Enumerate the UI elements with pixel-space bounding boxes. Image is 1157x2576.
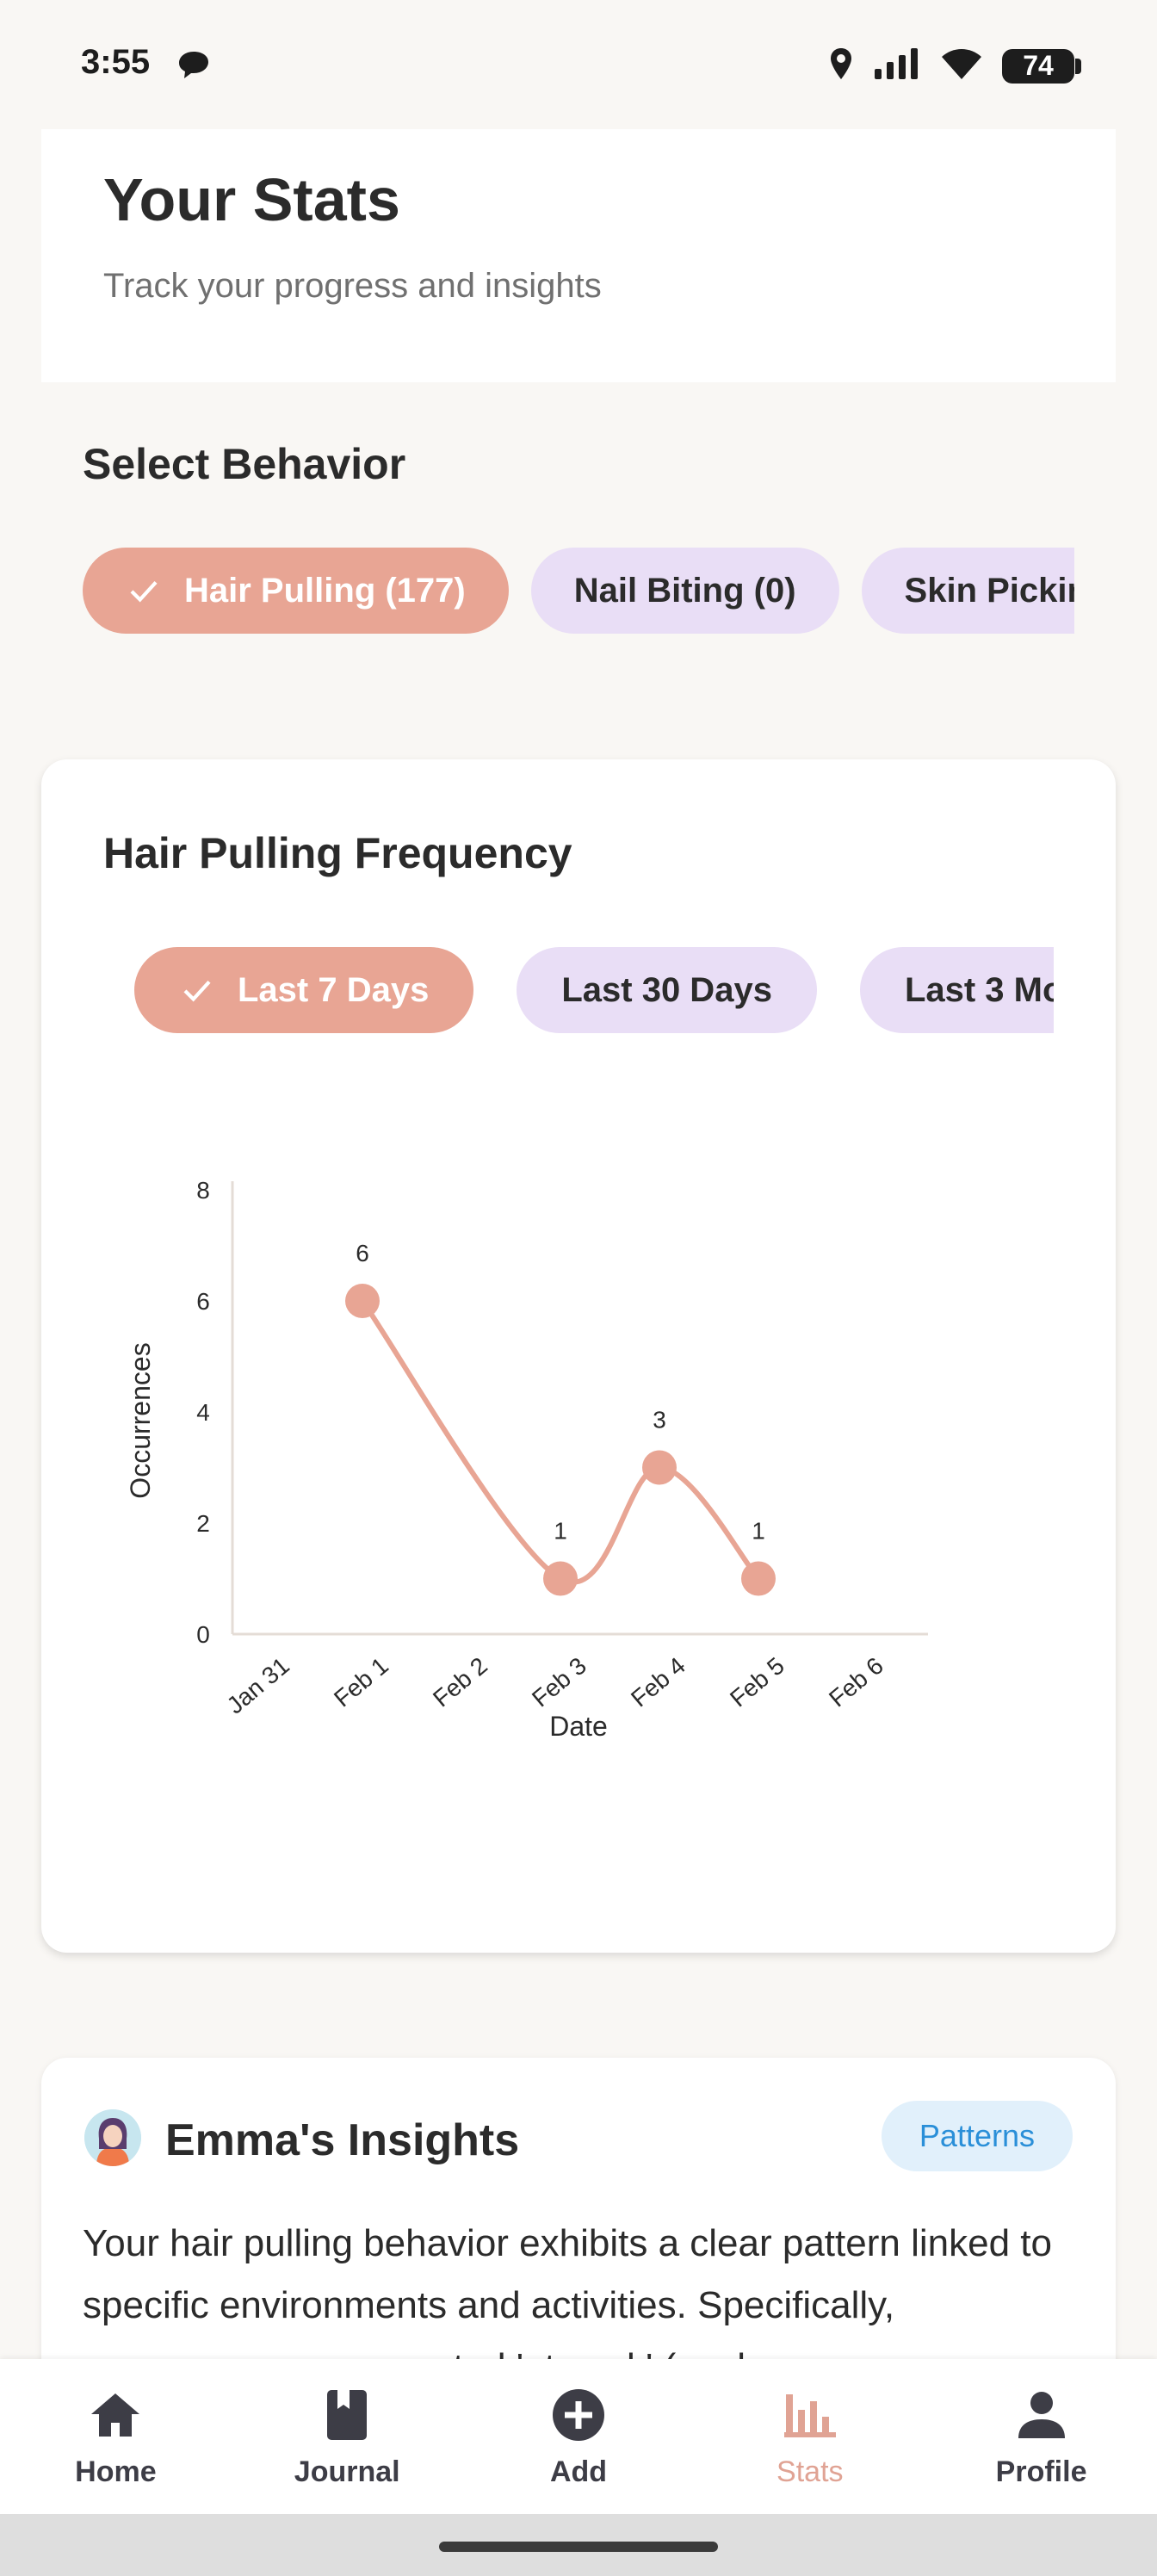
behavior-chip-label: Hair Pulling (177) xyxy=(184,571,466,610)
nav-label-add: Add xyxy=(549,2455,608,2488)
nav-label-profile: Profile xyxy=(995,2455,1087,2488)
behavior-chip-skin-picking[interactable]: Skin Picking xyxy=(861,548,1074,634)
range-chip-last-30-days[interactable]: Last 30 Days xyxy=(517,947,817,1033)
y-tick-label: 4 xyxy=(196,1399,210,1426)
x-tick-label: Jan 31 xyxy=(222,1652,294,1719)
x-tick-label: Feb 6 xyxy=(824,1652,888,1712)
time-range-chip-row: Last 7 Days Last 30 Days Last 3 Months xyxy=(134,947,1054,1033)
behavior-chip-nail-biting[interactable]: Nail Biting (0) xyxy=(530,548,839,634)
status-time: 3:55 xyxy=(81,43,151,81)
chart-title: Hair Pulling Frequency xyxy=(103,829,572,877)
profile-icon xyxy=(1012,2385,1072,2445)
data-label: 3 xyxy=(653,1407,666,1434)
check-icon xyxy=(126,573,162,609)
nav-item-profile[interactable]: Profile xyxy=(925,2359,1157,2514)
behavior-chip-hair-pulling[interactable]: Hair Pulling (177) xyxy=(83,548,509,634)
x-tick-label: Feb 5 xyxy=(725,1652,789,1712)
data-label: 6 xyxy=(356,1240,369,1266)
stats-icon xyxy=(780,2385,840,2445)
check-icon xyxy=(179,972,215,1008)
behavior-chip-row: Hair Pulling (177) Nail Biting (0) Skin … xyxy=(83,548,1074,634)
page-subtitle: Track your progress and insights xyxy=(103,267,602,305)
data-point xyxy=(741,1561,776,1596)
x-tick-label: Feb 1 xyxy=(329,1652,393,1712)
range-chip-label: Last 30 Days xyxy=(561,970,772,1009)
nav-label-home: Home xyxy=(75,2455,157,2488)
y-tick-label: 8 xyxy=(196,1177,210,1204)
y-tick-label: 6 xyxy=(196,1288,210,1315)
signal-icon xyxy=(873,46,921,85)
y-axis-label: Occurrences xyxy=(125,1342,156,1498)
select-behavior-title: Select Behavior xyxy=(83,440,406,488)
y-tick-label: 2 xyxy=(196,1510,210,1537)
range-chip-label: Last 3 Months xyxy=(904,970,1054,1009)
home-icon xyxy=(85,2385,145,2445)
data-point xyxy=(543,1561,578,1596)
battery-indicator: 74 xyxy=(1002,48,1081,84)
nav-label-journal: Journal xyxy=(294,2455,400,2488)
range-chip-last-3-months[interactable]: Last 3 Months xyxy=(859,947,1054,1033)
frequency-line-chart: 0 2 4 6 8 Jan 31 Feb 1 Feb 2 Feb 3 Feb 4 Feb 5 Feb … xyxy=(125,1177,928,1742)
location-icon xyxy=(828,46,854,85)
y-tick-label: 0 xyxy=(196,1621,210,1648)
avatar xyxy=(84,2109,141,2166)
x-axis-label: Date xyxy=(549,1711,608,1742)
series-line xyxy=(360,1299,761,1585)
behavior-chip-label: Skin Picking xyxy=(904,571,1074,610)
journal-icon xyxy=(317,2385,377,2445)
message-icon xyxy=(177,50,210,84)
nav-item-add[interactable]: Add xyxy=(463,2359,695,2514)
x-tick-label: Feb 4 xyxy=(626,1652,690,1712)
data-point xyxy=(642,1450,677,1485)
wifi-icon xyxy=(940,46,983,85)
status-bar: 3:55 74 xyxy=(0,0,1157,129)
home-indicator[interactable] xyxy=(439,2542,718,2552)
nav-label-stats: Stats xyxy=(776,2455,844,2488)
x-tick-label: Feb 3 xyxy=(527,1652,591,1712)
insights-title: Emma's Insights xyxy=(165,2115,520,2165)
stats-header: Your Stats Track your progress and insig… xyxy=(41,129,1116,382)
behavior-chip-label: Nail Biting (0) xyxy=(573,571,796,610)
data-label: 1 xyxy=(554,1518,567,1545)
add-icon xyxy=(548,2385,609,2445)
page-title: Your Stats xyxy=(103,166,400,233)
bottom-navigation: Home Journal Add Stats Profile xyxy=(0,2359,1157,2514)
patterns-badge[interactable]: Patterns xyxy=(881,2101,1073,2171)
nav-item-home[interactable]: Home xyxy=(0,2359,232,2514)
nav-item-stats[interactable]: Stats xyxy=(694,2359,925,2514)
data-point xyxy=(345,1284,380,1318)
x-tick-label: Feb 2 xyxy=(428,1652,492,1712)
range-chip-last-7-days[interactable]: Last 7 Days xyxy=(134,947,474,1033)
nav-item-journal[interactable]: Journal xyxy=(232,2359,463,2514)
range-chip-label: Last 7 Days xyxy=(238,970,430,1009)
data-label: 1 xyxy=(752,1518,765,1545)
frequency-chart-card: Hair Pulling Frequency Last 7 Days Last … xyxy=(41,759,1116,1953)
